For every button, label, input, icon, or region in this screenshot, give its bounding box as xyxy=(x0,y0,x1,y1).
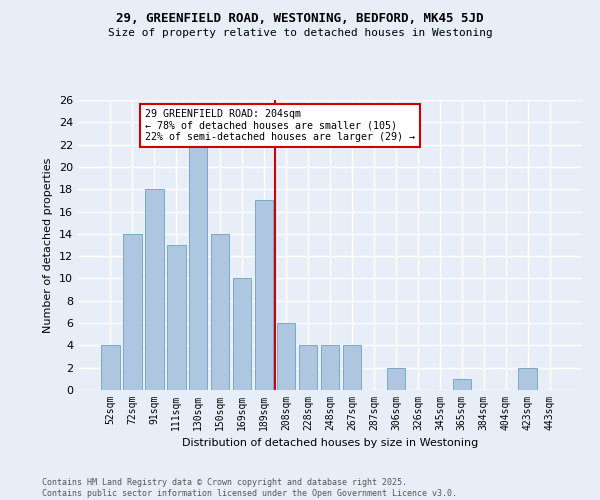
X-axis label: Distribution of detached houses by size in Westoning: Distribution of detached houses by size … xyxy=(182,438,478,448)
Text: 29, GREENFIELD ROAD, WESTONING, BEDFORD, MK45 5JD: 29, GREENFIELD ROAD, WESTONING, BEDFORD,… xyxy=(116,12,484,26)
Bar xyxy=(233,278,251,390)
Bar xyxy=(101,346,119,390)
Y-axis label: Number of detached properties: Number of detached properties xyxy=(43,158,53,332)
Bar xyxy=(343,346,361,390)
Bar xyxy=(299,346,317,390)
Bar xyxy=(167,245,185,390)
Bar xyxy=(145,189,164,390)
Bar xyxy=(123,234,142,390)
Text: Size of property relative to detached houses in Westoning: Size of property relative to detached ho… xyxy=(107,28,493,38)
Bar xyxy=(518,368,537,390)
Bar xyxy=(386,368,405,390)
Text: Contains HM Land Registry data © Crown copyright and database right 2025.
Contai: Contains HM Land Registry data © Crown c… xyxy=(42,478,457,498)
Bar xyxy=(211,234,229,390)
Bar xyxy=(320,346,340,390)
Bar xyxy=(452,379,471,390)
Bar xyxy=(255,200,274,390)
Bar xyxy=(277,323,295,390)
Text: 29 GREENFIELD ROAD: 204sqm
← 78% of detached houses are smaller (105)
22% of sem: 29 GREENFIELD ROAD: 204sqm ← 78% of deta… xyxy=(145,109,415,142)
Bar xyxy=(189,144,208,390)
